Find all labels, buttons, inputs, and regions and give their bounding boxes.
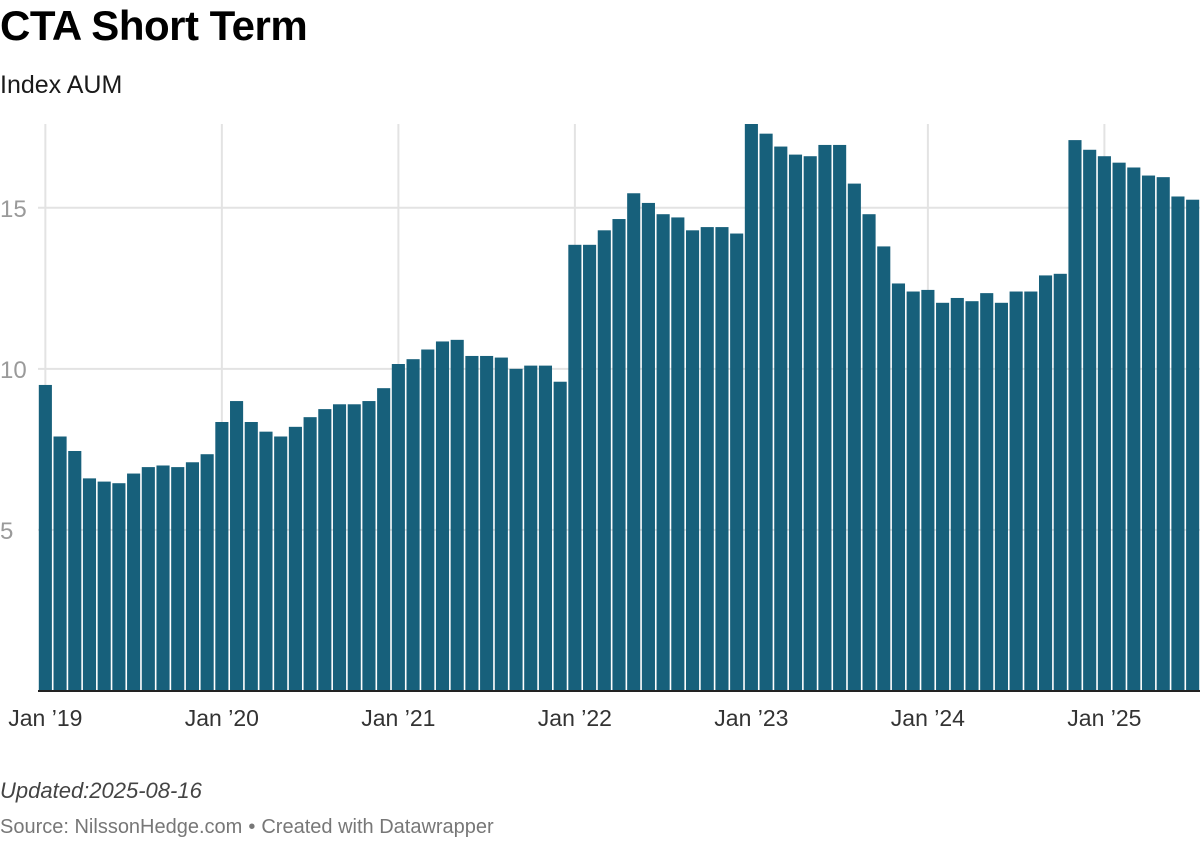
bar xyxy=(1141,175,1156,691)
x-tick-label: Jan ’20 xyxy=(185,705,259,731)
bar xyxy=(744,124,758,691)
bar xyxy=(936,302,950,691)
bar xyxy=(421,349,435,691)
bar xyxy=(53,436,67,691)
bar xyxy=(700,227,714,691)
bar xyxy=(891,283,906,691)
source-line: Source: NilssonHedge.com • Created with Da… xyxy=(0,816,494,839)
bar xyxy=(450,339,464,691)
y-tick-label: 15 xyxy=(0,196,27,223)
bar xyxy=(921,289,935,691)
bar xyxy=(980,293,994,691)
bar xyxy=(1127,167,1141,692)
bar xyxy=(597,230,611,691)
bar xyxy=(877,246,891,691)
bar xyxy=(1186,199,1200,691)
bar xyxy=(803,156,817,691)
bar xyxy=(1024,291,1038,691)
bar xyxy=(1097,156,1111,691)
bar xyxy=(494,357,508,691)
bar xyxy=(627,193,641,691)
bar xyxy=(906,291,920,691)
bar xyxy=(97,481,111,691)
bar xyxy=(965,301,979,691)
x-tick-label: Jan ’19 xyxy=(8,705,82,731)
x-tick-label: Jan ’21 xyxy=(361,705,435,731)
x-tick-label: Jan ’23 xyxy=(714,705,788,731)
bar xyxy=(377,388,391,691)
bar xyxy=(553,381,567,691)
bar xyxy=(1171,196,1185,692)
bar xyxy=(391,364,405,691)
bar xyxy=(362,401,376,691)
bar xyxy=(671,217,685,691)
bar xyxy=(685,230,700,691)
bar xyxy=(112,483,126,691)
credit-label: Created with Datawrapper xyxy=(261,816,494,838)
bar xyxy=(156,465,170,691)
bar xyxy=(1068,140,1082,691)
bar xyxy=(465,355,479,691)
bar xyxy=(833,144,847,692)
bar xyxy=(127,473,141,691)
bar xyxy=(288,426,302,691)
bar xyxy=(68,450,82,691)
bar xyxy=(435,341,450,691)
bar xyxy=(612,219,626,691)
bar xyxy=(141,467,155,691)
bar xyxy=(38,384,52,691)
bar xyxy=(1156,177,1170,691)
chart-subtitle: Index AUM xyxy=(0,71,123,99)
bar xyxy=(950,297,964,691)
bar xyxy=(1053,273,1067,691)
updated-note: Updated:2025-08-16 xyxy=(0,778,202,803)
bar xyxy=(480,355,494,691)
bar xyxy=(1009,291,1023,691)
bar xyxy=(347,404,361,691)
bar xyxy=(82,478,97,691)
bar xyxy=(200,454,214,691)
bar xyxy=(171,467,185,691)
bar xyxy=(185,462,199,691)
y-tick-label: 10 xyxy=(0,357,27,384)
bar xyxy=(259,431,273,691)
bar xyxy=(230,401,244,691)
x-tick-label: Jan ’25 xyxy=(1067,705,1141,731)
bar xyxy=(244,421,258,691)
bar xyxy=(656,214,670,692)
y-tick-label: 5 xyxy=(0,518,13,545)
chart-title: CTA Short Term xyxy=(0,2,308,49)
bar xyxy=(406,359,420,691)
bar xyxy=(538,365,553,691)
bar xyxy=(730,233,744,691)
bar xyxy=(1039,275,1053,691)
bar xyxy=(818,144,832,692)
bar xyxy=(862,214,876,692)
bar xyxy=(303,417,317,691)
bar xyxy=(1112,162,1126,692)
bar xyxy=(788,154,803,692)
bar xyxy=(715,227,729,691)
bar xyxy=(509,368,523,691)
source-label: Source: NilssonHedge.com xyxy=(0,816,243,838)
source-separator: • xyxy=(248,816,256,838)
bar xyxy=(215,421,229,691)
bar xyxy=(1083,149,1097,692)
bar xyxy=(994,302,1008,691)
x-tick-label: Jan ’24 xyxy=(891,705,965,731)
bar xyxy=(524,365,538,691)
bar xyxy=(318,409,332,691)
bar xyxy=(583,244,597,691)
bar xyxy=(759,133,773,691)
bar xyxy=(774,146,788,691)
bar xyxy=(568,244,582,691)
bar xyxy=(274,436,288,691)
bar xyxy=(847,183,861,691)
bar xyxy=(641,202,655,692)
x-tick-label: Jan ’22 xyxy=(538,705,612,731)
bar xyxy=(332,404,347,691)
